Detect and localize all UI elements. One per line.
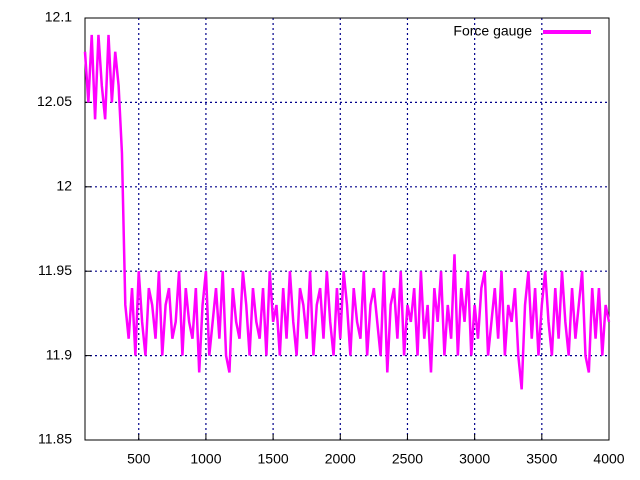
y-tick-label: 12 [56,178,72,194]
x-tick-label: 500 [127,451,151,467]
y-tick-label: 11.95 [38,262,72,278]
y-tick-label: 12.1 [45,9,72,25]
x-tick-label: 3000 [459,451,490,467]
x-tick-label: 2000 [325,451,356,467]
plot-border [84,17,610,441]
y-tick-label: 12.05 [37,93,72,109]
y-tick-label: 11.85 [38,431,72,447]
x-tick-label: 2500 [392,451,423,467]
legend-label: Force gauge [453,23,532,39]
data-line [83,34,611,390]
x-tick-label: 4000 [593,451,624,467]
x-tick-label: 3500 [526,451,557,467]
x-tick-label: 1000 [190,451,221,467]
y-tick-label: 11.9 [46,346,72,362]
x-tick-label: 1500 [258,451,289,467]
